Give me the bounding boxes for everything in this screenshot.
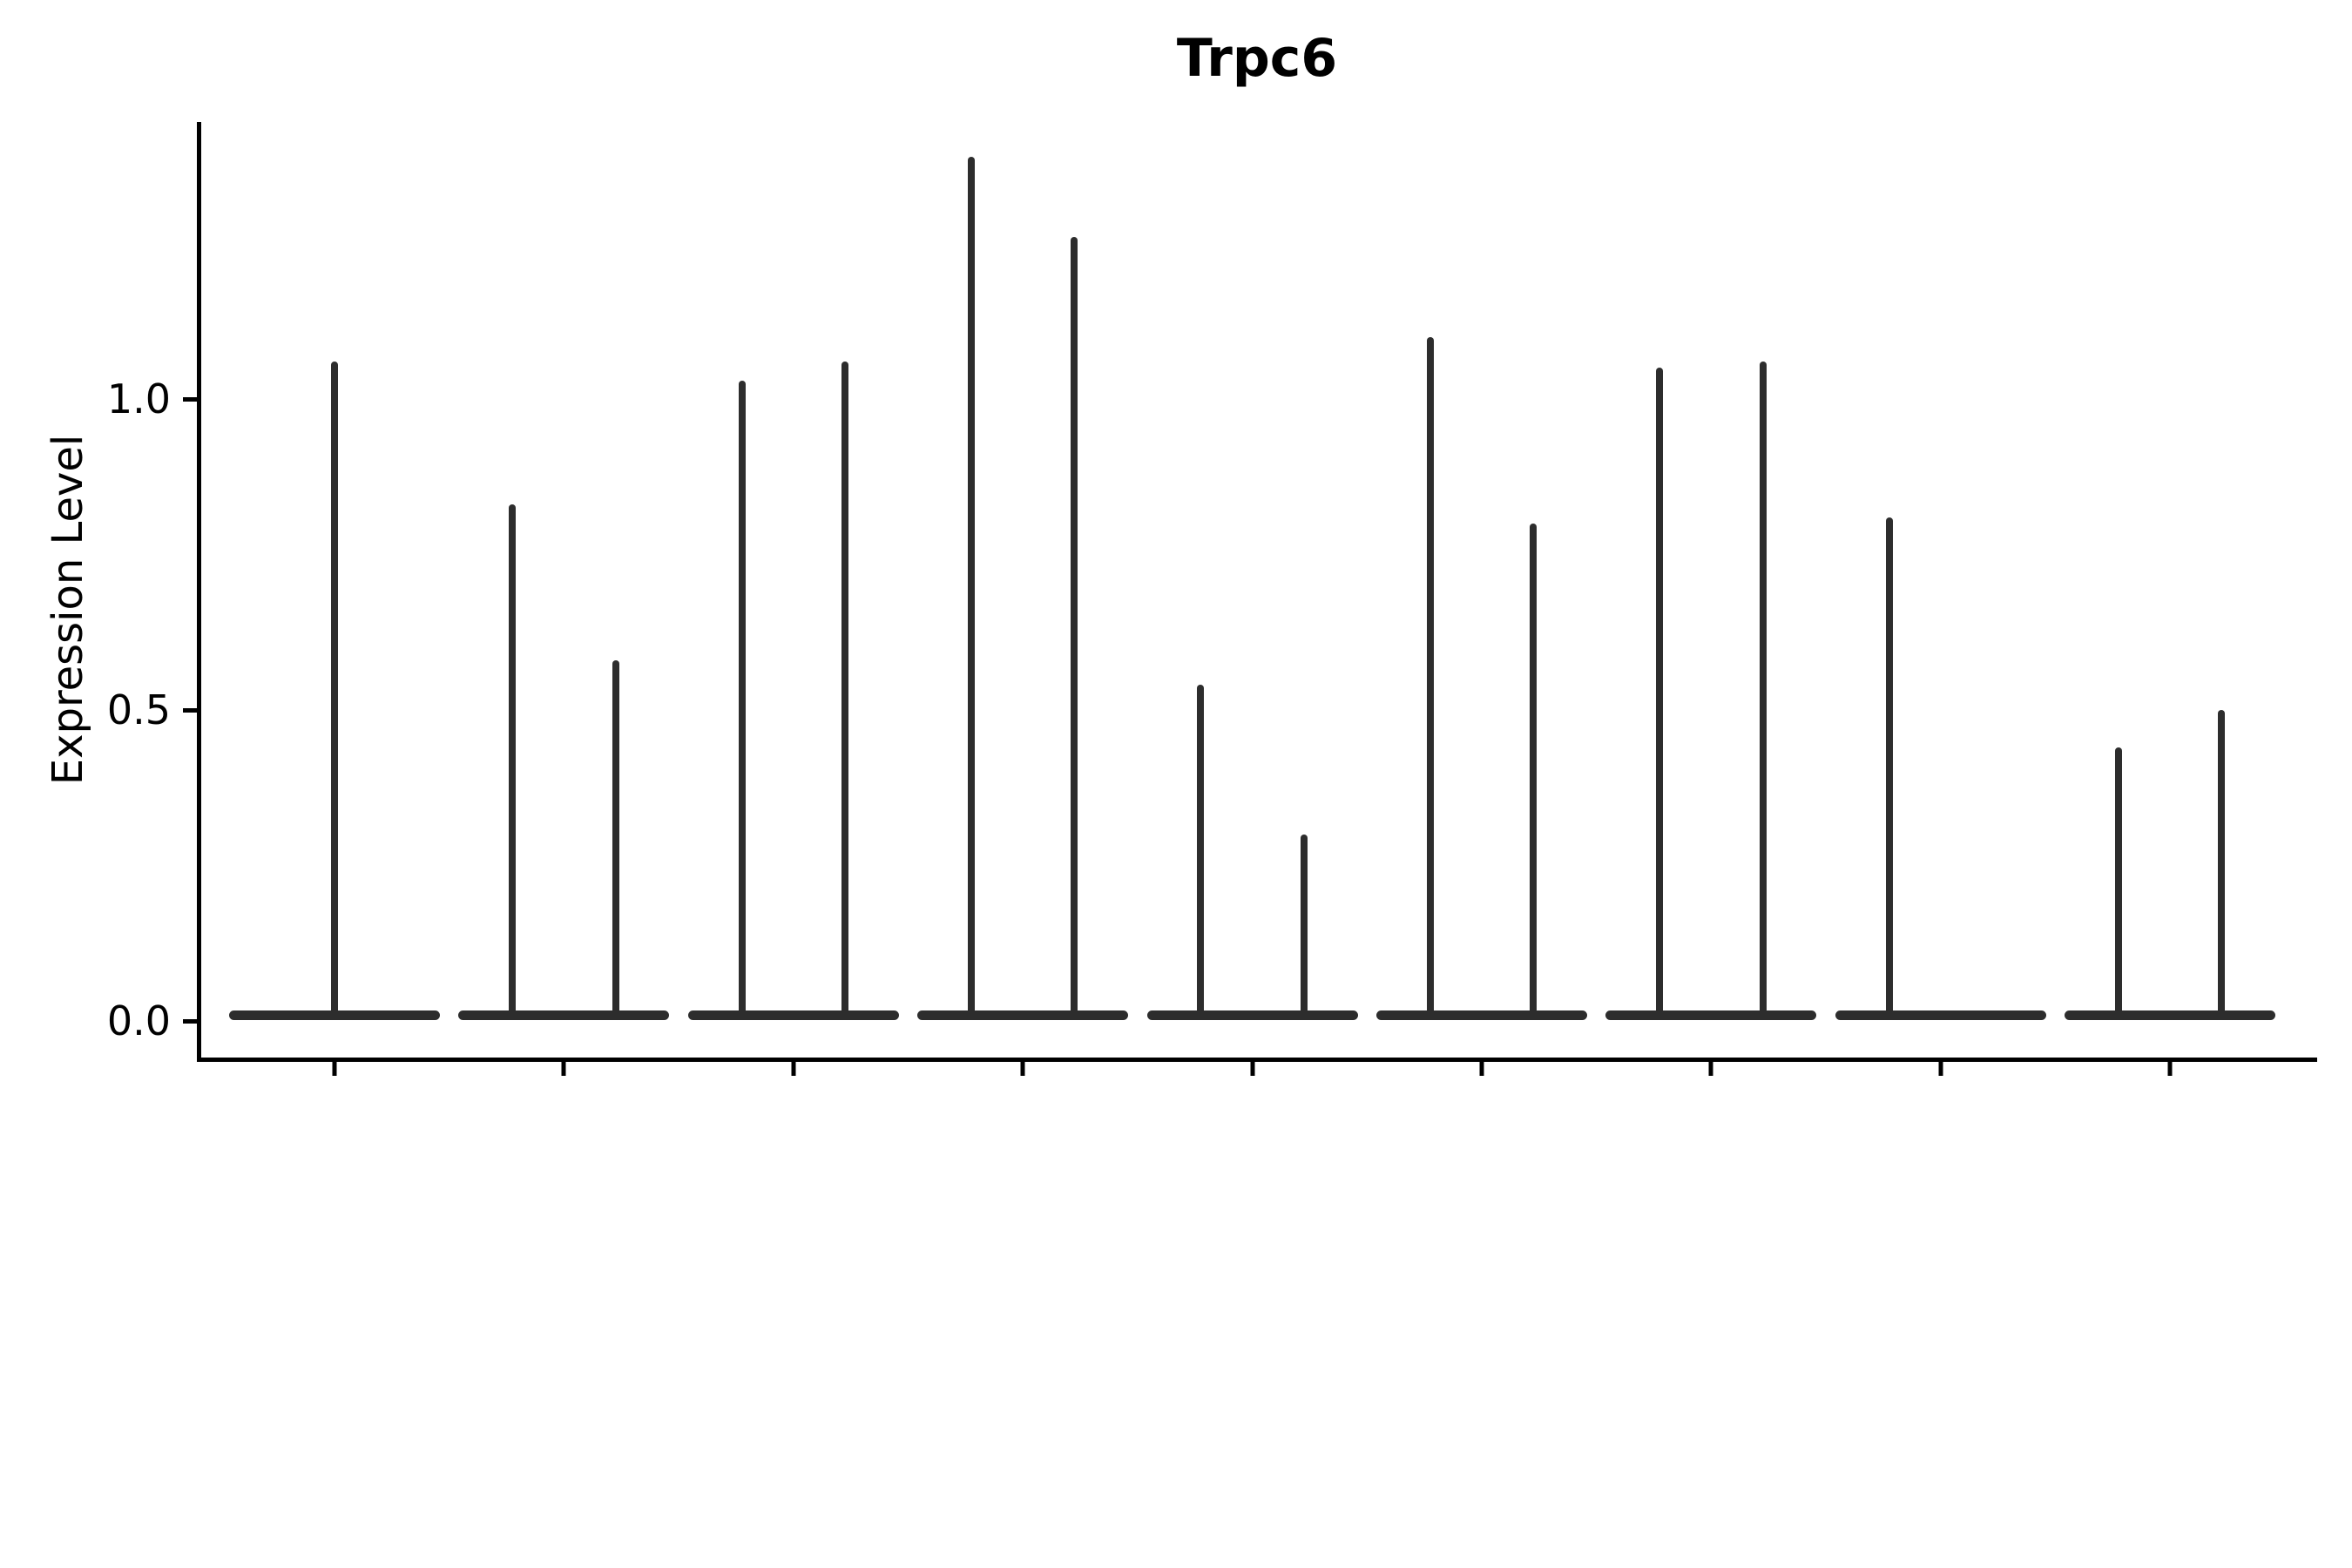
y-tick	[183, 1019, 197, 1024]
x-tick	[1020, 1062, 1025, 1076]
left-spine	[197, 122, 201, 1062]
violin-spike	[331, 362, 338, 1015]
y-tick	[183, 397, 197, 402]
violin-spike	[1426, 336, 1434, 1015]
y-tick-label: 1.0	[106, 375, 171, 422]
violin-spike	[1300, 834, 1308, 1015]
violin-baseline	[229, 1010, 440, 1020]
y-tick-label: 0.5	[106, 686, 171, 733]
violin-baseline	[687, 1010, 899, 1020]
violin-spike	[1885, 517, 1893, 1015]
violin-baseline	[458, 1010, 670, 1020]
violin-baseline	[1835, 1010, 2046, 1020]
x-tick	[1938, 1062, 1943, 1076]
violin-baseline	[1605, 1010, 1817, 1020]
violin-spike	[2114, 747, 2122, 1015]
violin-spike	[967, 156, 975, 1015]
violin-baseline	[2065, 1010, 2276, 1020]
violin-spike	[612, 659, 619, 1015]
y-tick	[183, 708, 197, 713]
violin-baseline	[917, 1010, 1129, 1020]
violin-spike	[2218, 710, 2226, 1015]
x-tick	[1250, 1062, 1255, 1076]
violin-spike	[1530, 523, 1538, 1015]
x-tick	[561, 1062, 566, 1076]
violin-spike	[841, 362, 849, 1015]
x-tick	[1479, 1062, 1484, 1076]
violin-spike	[509, 504, 517, 1015]
violin-baseline	[1376, 1010, 1587, 1020]
bottom-spine	[197, 1058, 2317, 1062]
plot-title: Trpc6	[1176, 28, 1338, 89]
violin-spike	[1759, 362, 1767, 1015]
x-tick	[332, 1062, 337, 1076]
violin-spike	[1071, 237, 1078, 1015]
x-tick	[2167, 1062, 2173, 1076]
x-tick	[791, 1062, 796, 1076]
violin-baseline	[1146, 1010, 1358, 1020]
violin-spike	[1197, 685, 1205, 1015]
y-tick-label: 0.0	[106, 997, 171, 1044]
violin-spike	[1656, 368, 1664, 1015]
violin-spike	[738, 380, 746, 1015]
x-tick	[1708, 1062, 1713, 1076]
